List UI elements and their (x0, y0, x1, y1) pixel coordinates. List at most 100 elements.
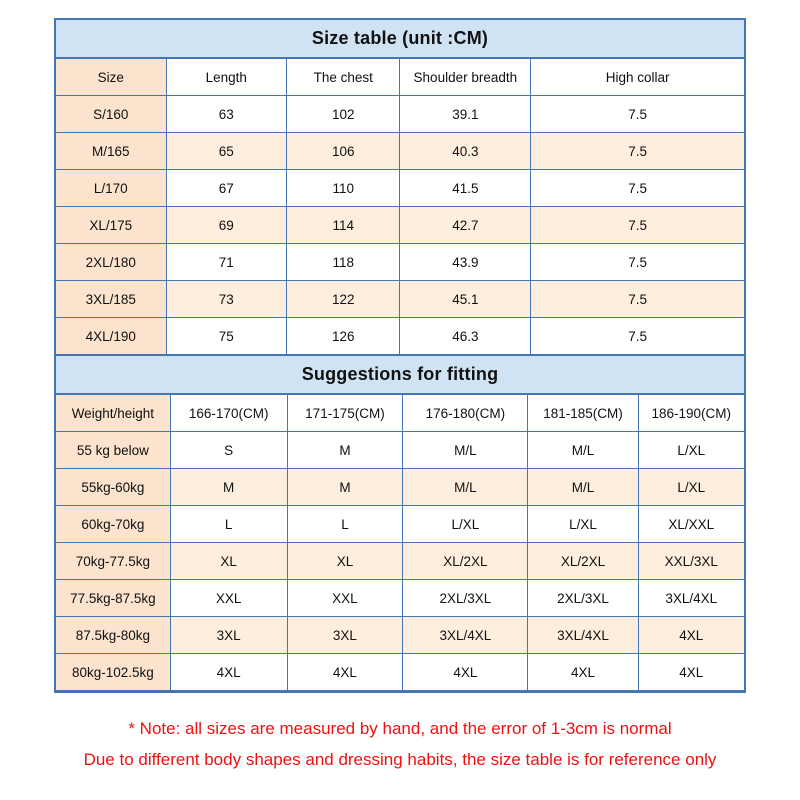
data-cell: L/XL (637, 468, 744, 506)
row-header-cell: M/165 (56, 132, 167, 170)
data-cell: 4XL (402, 653, 529, 691)
data-cell: 4XL (286, 653, 404, 691)
table-row: 70kg-77.5kg XL XL XL/2XL XL/2XL XXL/3XL (56, 542, 744, 580)
data-cell: 65 (165, 132, 287, 170)
table-row: 80kg-102.5kg 4XL 4XL 4XL 4XL 4XL (56, 653, 744, 691)
row-header-cell: 4XL/190 (56, 317, 167, 355)
data-cell: 71 (165, 243, 287, 281)
size-table: Size Length The chest Shoulder breadth High … (56, 58, 744, 355)
table-row: M/165 65 106 40.3 7.5 (56, 132, 744, 170)
row-header-cell: 55 kg below (56, 431, 171, 469)
column-header: High collar (530, 58, 744, 96)
data-cell: 73 (165, 280, 287, 318)
data-cell: 7.5 (530, 169, 744, 207)
data-cell: 3XL (169, 616, 288, 654)
column-header: 176-180(CM) (402, 394, 529, 432)
row-header-cell: 77.5kg-87.5kg (56, 579, 171, 617)
row-header-cell: 70kg-77.5kg (56, 542, 171, 580)
data-cell: XL/2XL (527, 542, 639, 580)
size-chart-block: Size table (unit :CM) Size Length The ches… (54, 18, 746, 693)
data-cell: 40.3 (399, 132, 532, 170)
data-cell: 122 (285, 280, 401, 318)
data-cell: 69 (165, 206, 287, 244)
data-cell: 4XL (637, 616, 744, 654)
data-cell: 4XL (637, 653, 744, 691)
data-cell: M (286, 431, 404, 469)
column-header: 181-185(CM) (527, 394, 639, 432)
column-header: Shoulder breadth (399, 58, 532, 96)
size-table-body: S/160 63 102 39.1 7.5 M/165 65 106 40.3 7.5 L/170 6… (56, 95, 744, 355)
fitting-table: Weight/height 166-170(CM) 171-175(CM) 176-1… (56, 394, 744, 691)
data-cell: 126 (285, 317, 401, 355)
table-row: 60kg-70kg L L L/XL L/XL XL/XXL (56, 505, 744, 543)
row-header-cell: L/170 (56, 169, 167, 207)
notes: * Note: all sizes are measured by hand, … (20, 713, 780, 776)
row-header-cell: 2XL/180 (56, 243, 167, 281)
row-header-cell: 87.5kg-80kg (56, 616, 171, 654)
data-cell: M (169, 468, 288, 506)
row-header-cell: 3XL/185 (56, 280, 167, 318)
data-cell: 41.5 (399, 169, 532, 207)
data-cell: L/XL (527, 505, 639, 543)
table-row: XL/175 69 114 42.7 7.5 (56, 206, 744, 244)
data-cell: XXL/3XL (637, 542, 744, 580)
note-line-1: * Note: all sizes are measured by hand, … (128, 719, 672, 738)
data-cell: M/L (527, 468, 639, 506)
data-cell: 3XL (286, 616, 404, 654)
data-cell: L/XL (402, 505, 529, 543)
table-row: 55kg-60kg M M M/L M/L L/XL (56, 468, 744, 506)
data-cell: 39.1 (399, 95, 532, 133)
data-cell: 42.7 (399, 206, 532, 244)
data-cell: 7.5 (530, 132, 744, 170)
data-cell: XXL (286, 579, 404, 617)
data-cell: 7.5 (530, 317, 744, 355)
column-header: Size (56, 58, 167, 96)
data-cell: M/L (402, 468, 529, 506)
data-cell: XXL (169, 579, 288, 617)
data-cell: 7.5 (530, 95, 744, 133)
data-cell: 114 (285, 206, 401, 244)
data-cell: XL (286, 542, 404, 580)
column-header: Length (165, 58, 287, 96)
row-header-cell: 55kg-60kg (56, 468, 171, 506)
table-row: 87.5kg-80kg 3XL 3XL 3XL/4XL 3XL/4XL 4XL (56, 616, 744, 654)
data-cell: 4XL (169, 653, 288, 691)
data-cell: L (169, 505, 288, 543)
data-cell: M/L (527, 431, 639, 469)
data-cell: 106 (285, 132, 401, 170)
table-row: 2XL/180 71 118 43.9 7.5 (56, 243, 744, 281)
data-cell: 3XL/4XL (637, 579, 744, 617)
data-cell: 3XL/4XL (402, 616, 529, 654)
data-cell: 63 (165, 95, 287, 133)
data-cell: 110 (285, 169, 401, 207)
column-header: 166-170(CM) (169, 394, 288, 432)
fitting-table-title: Suggestions for fitting (56, 355, 744, 394)
data-cell: 4XL (527, 653, 639, 691)
data-cell: XL/XXL (637, 505, 744, 543)
table-row: 4XL/190 75 126 46.3 7.5 (56, 317, 744, 355)
row-header-cell: 80kg-102.5kg (56, 653, 171, 691)
data-cell: XL/2XL (402, 542, 529, 580)
row-header-cell: S/160 (56, 95, 167, 133)
column-header: 186-190(CM) (637, 394, 744, 432)
data-cell: 2XL/3XL (402, 579, 529, 617)
data-cell: 2XL/3XL (527, 579, 639, 617)
data-cell: 118 (285, 243, 401, 281)
data-cell: S (169, 431, 288, 469)
fitting-table-body: 55 kg below S M M/L M/L L/XL 55kg-60kg M M M/L M/L… (56, 431, 744, 691)
row-header-cell: XL/175 (56, 206, 167, 244)
column-header: Weight/height (56, 394, 171, 432)
table-row: 3XL/185 73 122 45.1 7.5 (56, 280, 744, 318)
data-cell: 43.9 (399, 243, 532, 281)
data-cell: 67 (165, 169, 287, 207)
data-cell: 75 (165, 317, 287, 355)
data-cell: 7.5 (530, 206, 744, 244)
note-line-2: Due to different body shapes and dressin… (83, 750, 717, 770)
table-row: S/160 63 102 39.1 7.5 (56, 95, 744, 133)
data-cell: L (286, 505, 404, 543)
data-cell: 7.5 (530, 280, 744, 318)
column-header: The chest (285, 58, 401, 96)
data-cell: 3XL/4XL (527, 616, 639, 654)
data-cell: XL (169, 542, 288, 580)
